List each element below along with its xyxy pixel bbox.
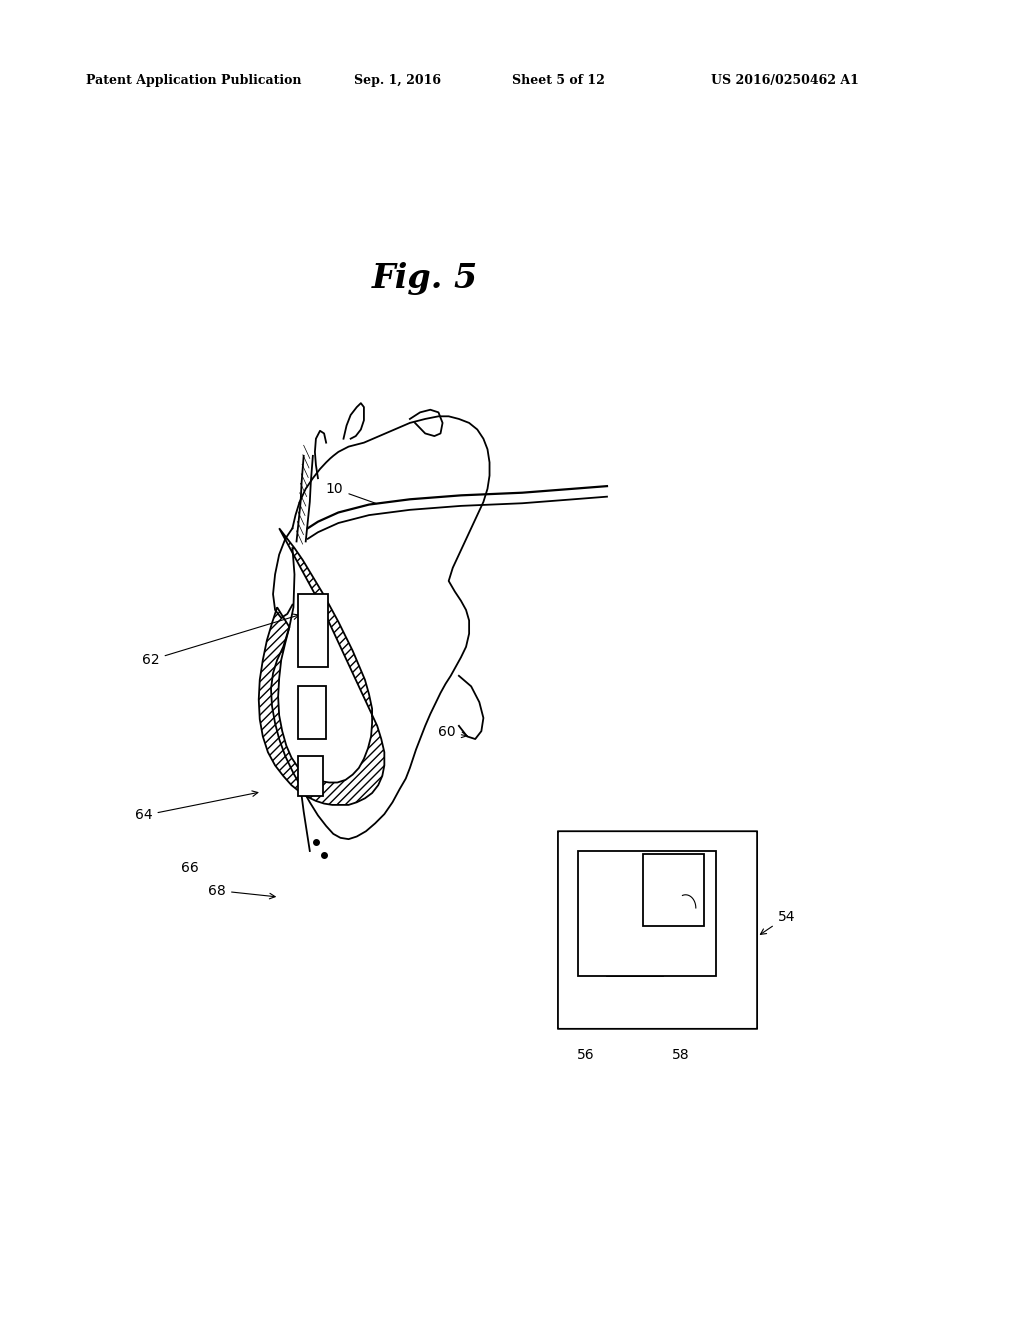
Text: 66: 66 — [180, 861, 199, 875]
Bar — [643, 854, 703, 927]
Text: 62: 62 — [142, 614, 299, 667]
Text: 60: 60 — [438, 726, 467, 739]
Text: 58: 58 — [672, 1048, 689, 1063]
Text: 52: 52 — [623, 909, 657, 935]
Bar — [607, 937, 664, 975]
Text: 64: 64 — [135, 791, 258, 822]
Text: US 2016/0250462 A1: US 2016/0250462 A1 — [711, 74, 859, 87]
Text: 54: 54 — [761, 909, 795, 935]
Text: 10: 10 — [326, 482, 377, 504]
Text: Sep. 1, 2016: Sep. 1, 2016 — [353, 74, 440, 87]
Bar — [579, 851, 716, 975]
Bar — [298, 756, 324, 796]
Text: Patent Application Publication: Patent Application Publication — [86, 74, 302, 87]
Polygon shape — [259, 528, 384, 805]
FancyBboxPatch shape — [558, 832, 757, 1028]
Text: 56: 56 — [577, 1048, 594, 1063]
Bar — [298, 594, 328, 667]
Text: Fig. 5: Fig. 5 — [372, 261, 478, 294]
Text: Sheet 5 of 12: Sheet 5 of 12 — [512, 74, 605, 87]
Text: 68: 68 — [208, 883, 275, 899]
Bar — [298, 686, 326, 739]
